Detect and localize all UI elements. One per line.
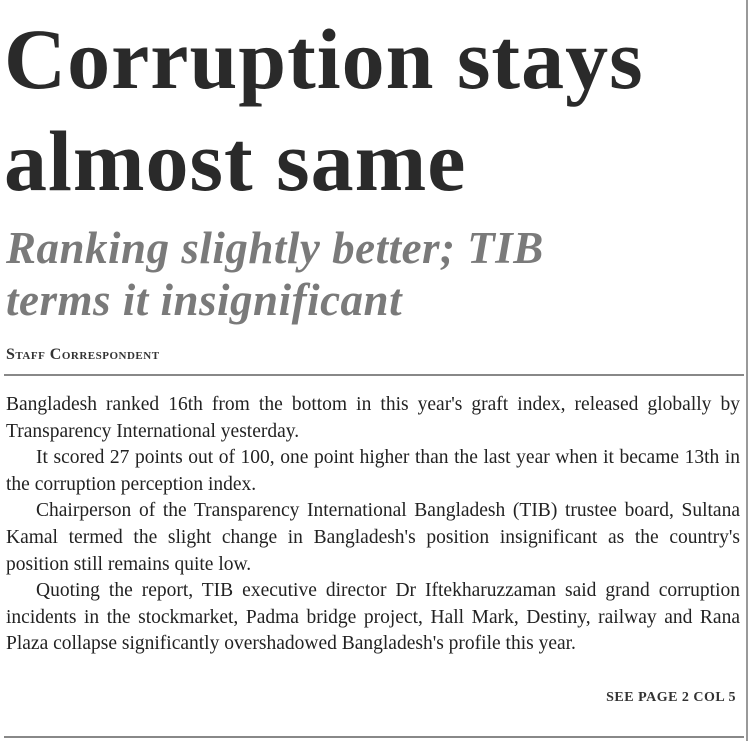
column-rule [746, 0, 748, 741]
article-body: Bangladesh ranked 16th from the bottom i… [6, 392, 740, 658]
byline: Staff Correspondent [6, 346, 160, 363]
paragraph: Bangladesh ranked 16th from the bottom i… [6, 394, 740, 442]
subheadline: Ranking slightly better; TIB terms it in… [6, 223, 544, 325]
headline: Corruption stays almost same [4, 11, 644, 209]
continuation: SEE PAGE 2 COL 5 [606, 690, 736, 705]
divider [4, 374, 744, 376]
paragraph: Chairperson of the Transparency Internat… [6, 500, 740, 575]
paragraph: It scored 27 points out of 100, one poin… [6, 447, 740, 495]
divider [4, 736, 744, 738]
paragraph: Quoting the report, TIB executive direct… [6, 580, 740, 655]
